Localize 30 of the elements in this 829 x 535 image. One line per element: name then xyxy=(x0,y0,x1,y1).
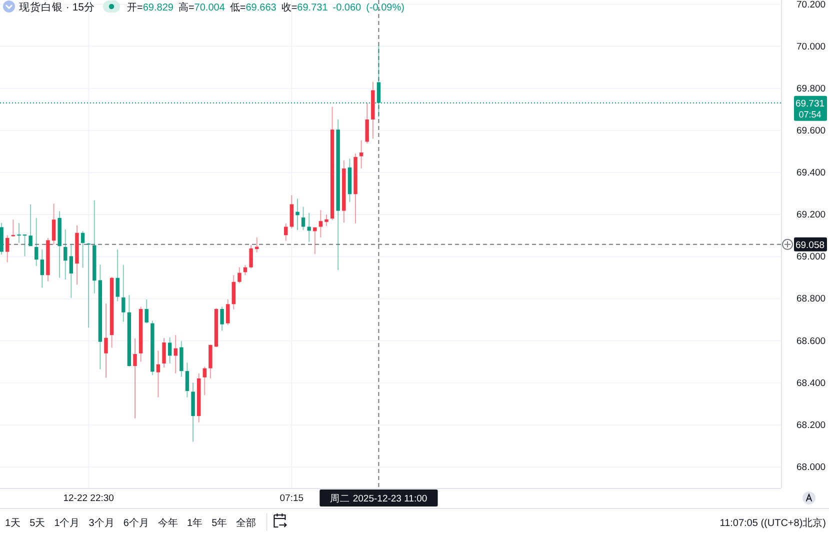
y-tick-label: 70.000 xyxy=(796,41,826,52)
text: 5天 xyxy=(30,518,46,529)
y-tick-label: 69.600 xyxy=(796,125,826,136)
text: 今年 xyxy=(158,517,178,529)
text: 07:54 xyxy=(798,109,822,120)
text: 3个月 xyxy=(88,517,114,529)
ref-line-label: 69.058 xyxy=(795,240,825,251)
text: 1个月 xyxy=(54,517,80,529)
y-tick-label: 68.400 xyxy=(796,378,826,389)
y-tick-label: 68.600 xyxy=(796,336,826,347)
y-tick-label: 69.200 xyxy=(796,210,826,221)
text: 1年 xyxy=(187,517,203,529)
y-tick-label: 69.000 xyxy=(796,252,826,263)
y-tick-label: 70.200 xyxy=(796,0,826,10)
y-tick-label: 69.800 xyxy=(796,83,826,94)
text: 开=69.829 高=70.004 低=69.663 收=69.731 -0.060 (-0.09%) xyxy=(127,2,404,14)
y-tick-label: 68.000 xyxy=(796,462,826,474)
text: 全部 xyxy=(236,517,256,529)
text: 1天 xyxy=(5,518,21,529)
ref-line-label: 69.731 xyxy=(795,98,825,110)
text: 5年 xyxy=(212,517,228,529)
text: 11:07:05 ((UTC+8)北京) xyxy=(720,517,826,529)
chart-title: 现货白银 · 15分 xyxy=(19,2,96,14)
ref-line-label: 周二 2025-12-23 11:00 xyxy=(330,494,428,504)
x-tick-label: 12-22 22:30 xyxy=(63,493,114,504)
y-tick-label: 68.200 xyxy=(796,420,826,431)
y-tick-label: 68.800 xyxy=(796,294,826,305)
text: 6个月 xyxy=(123,517,149,529)
x-tick-label: 07:15 xyxy=(280,493,304,504)
y-tick-label: 69.400 xyxy=(796,168,826,179)
